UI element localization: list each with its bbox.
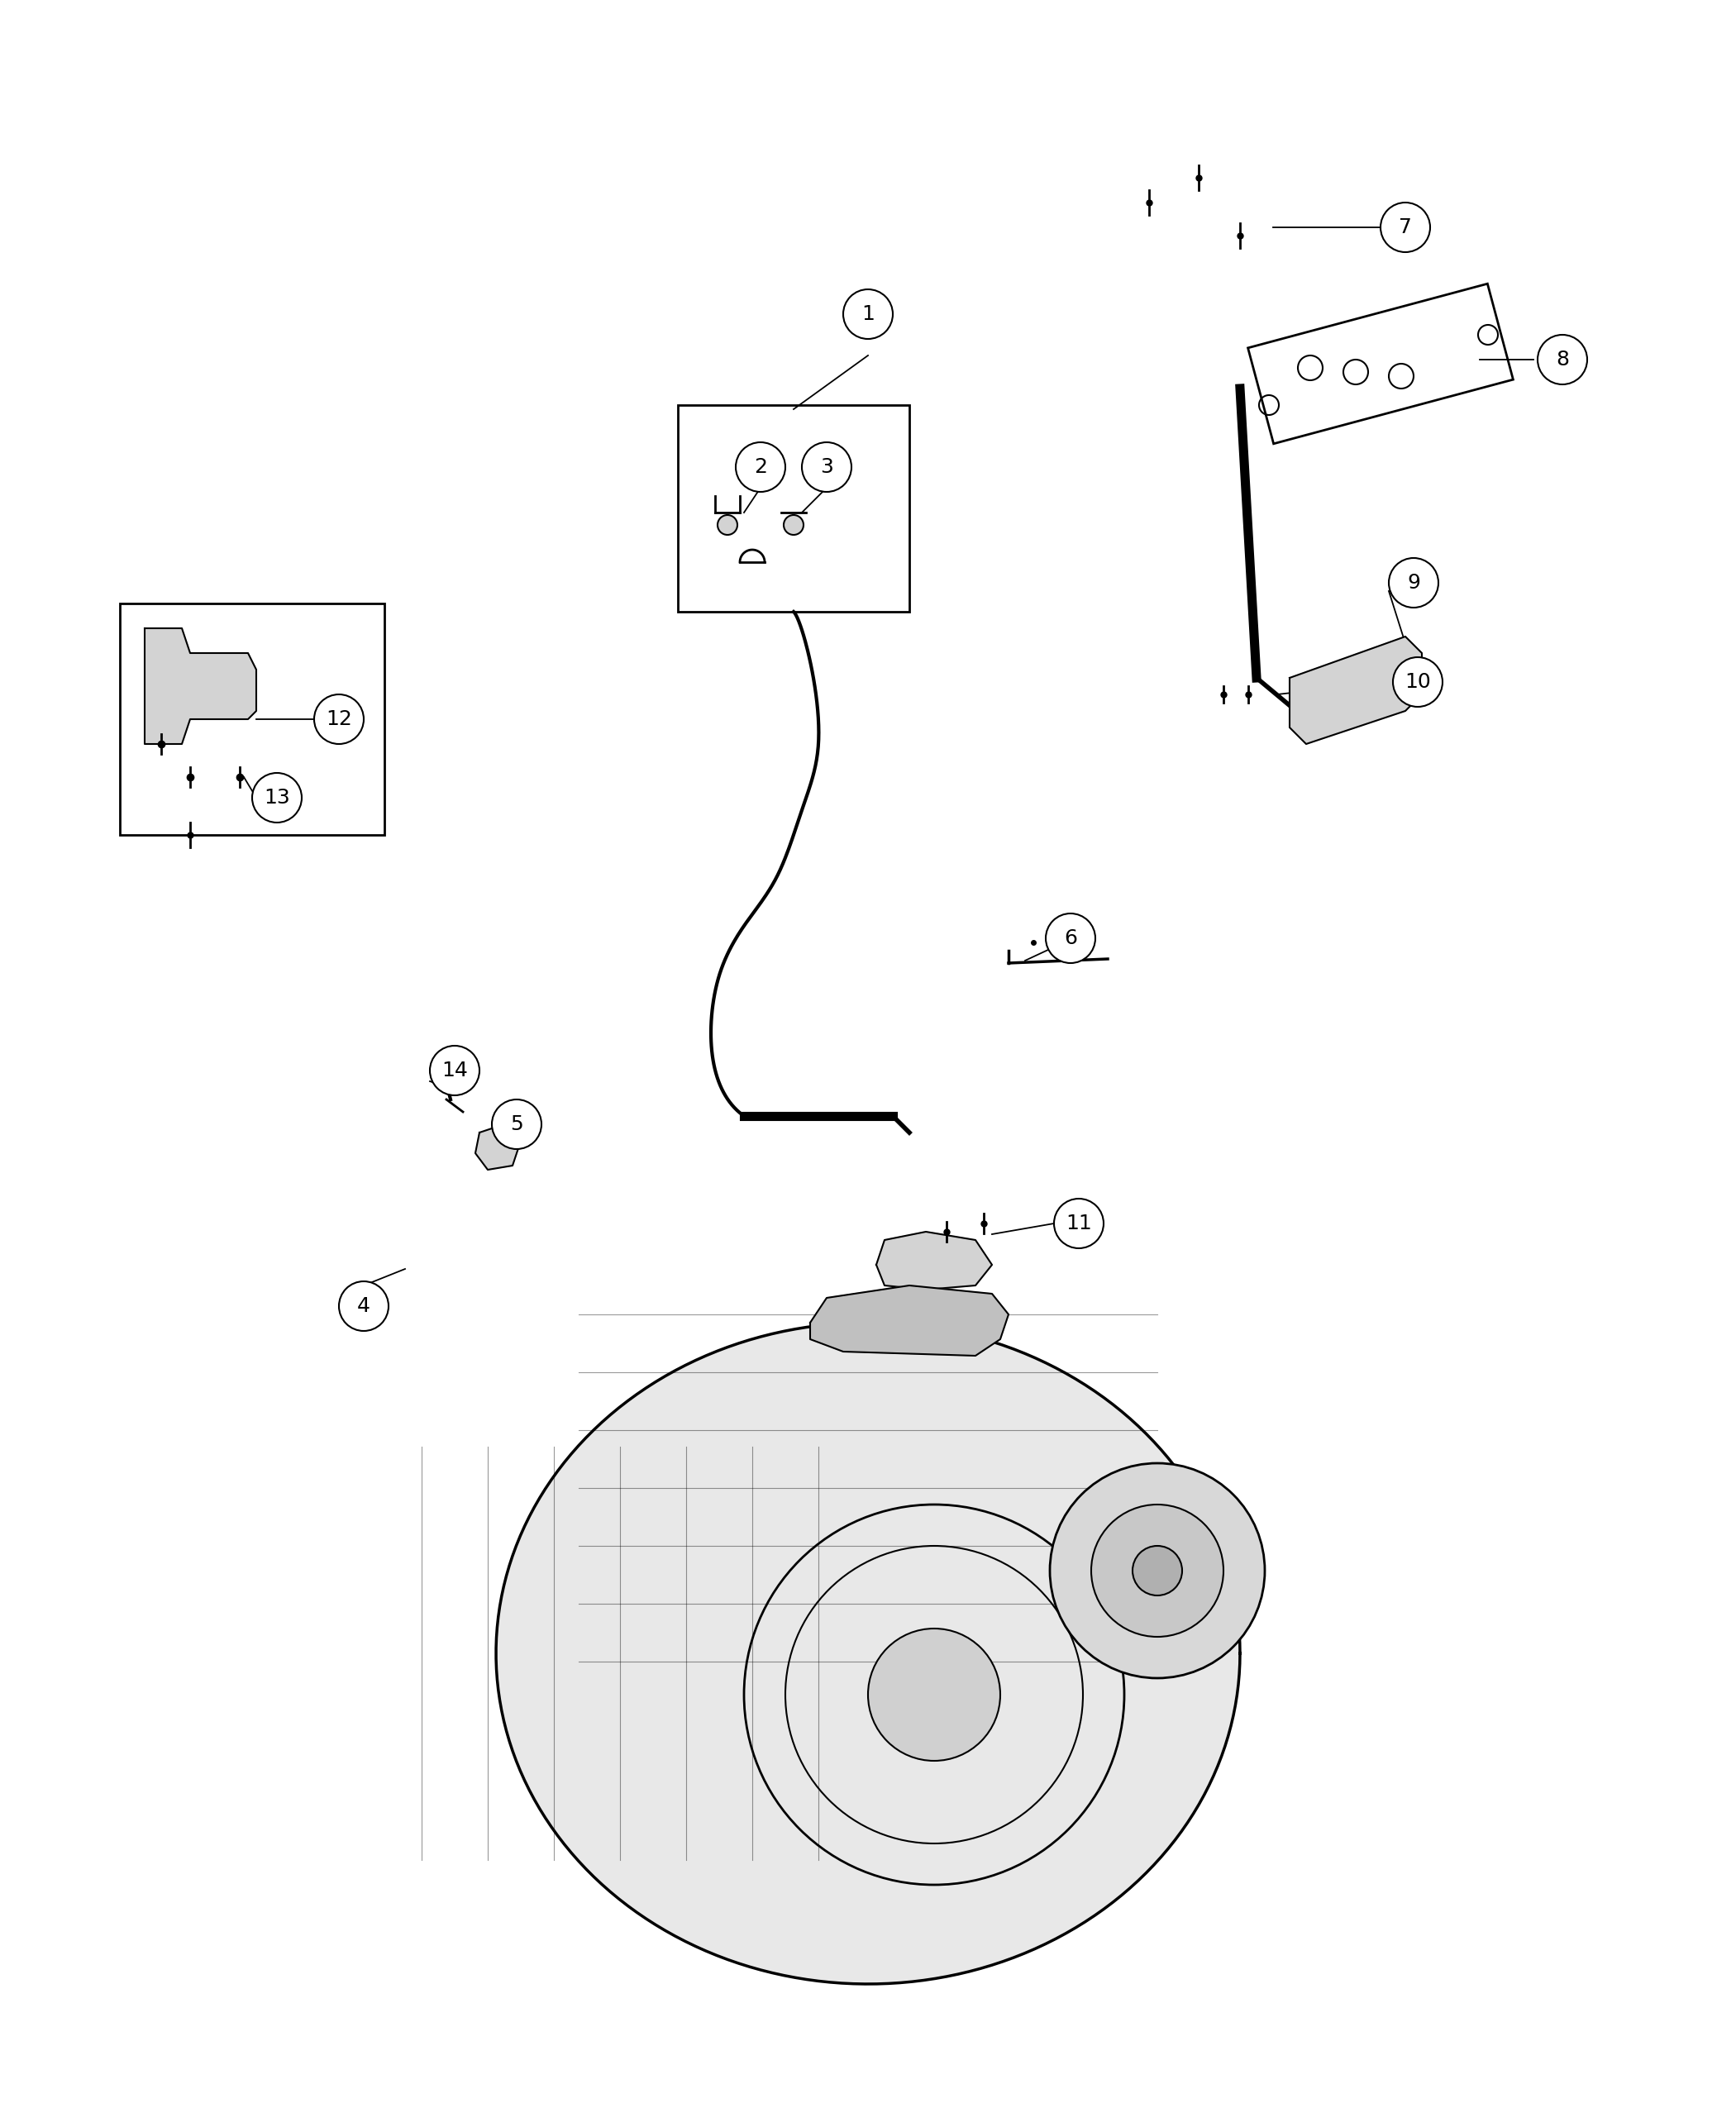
Text: 3: 3 <box>819 457 833 476</box>
Polygon shape <box>496 1322 1240 1984</box>
Text: 1: 1 <box>861 304 875 325</box>
Circle shape <box>783 514 804 535</box>
Circle shape <box>1538 335 1587 384</box>
Text: 11: 11 <box>1066 1214 1092 1233</box>
Circle shape <box>717 514 738 535</box>
Bar <box>677 405 910 611</box>
Circle shape <box>491 1100 542 1149</box>
Circle shape <box>802 443 851 491</box>
Circle shape <box>1380 202 1430 253</box>
Circle shape <box>339 1282 389 1330</box>
Circle shape <box>1092 1505 1224 1636</box>
Circle shape <box>431 1046 479 1096</box>
Circle shape <box>1054 1199 1104 1248</box>
Circle shape <box>1392 658 1443 706</box>
Circle shape <box>1050 1463 1266 1678</box>
Text: 13: 13 <box>264 788 290 807</box>
Circle shape <box>1132 1545 1182 1596</box>
Circle shape <box>252 774 302 822</box>
Circle shape <box>1045 913 1095 963</box>
Text: 2: 2 <box>753 457 767 476</box>
Text: 4: 4 <box>358 1296 370 1315</box>
Polygon shape <box>476 1124 521 1170</box>
Text: 6: 6 <box>1064 928 1076 949</box>
Text: 5: 5 <box>510 1115 523 1134</box>
Polygon shape <box>1290 637 1422 744</box>
Polygon shape <box>877 1231 991 1290</box>
Circle shape <box>736 443 785 491</box>
Polygon shape <box>811 1286 1009 1355</box>
Text: 8: 8 <box>1555 350 1569 369</box>
Polygon shape <box>144 628 257 744</box>
Bar <box>120 603 384 835</box>
Text: 12: 12 <box>326 708 352 729</box>
Text: 9: 9 <box>1408 573 1420 592</box>
Circle shape <box>868 1629 1000 1760</box>
Text: 10: 10 <box>1404 672 1430 691</box>
Circle shape <box>844 289 892 339</box>
Circle shape <box>1389 559 1439 607</box>
Circle shape <box>314 694 365 744</box>
Text: 14: 14 <box>441 1060 467 1081</box>
Text: 7: 7 <box>1399 217 1411 238</box>
